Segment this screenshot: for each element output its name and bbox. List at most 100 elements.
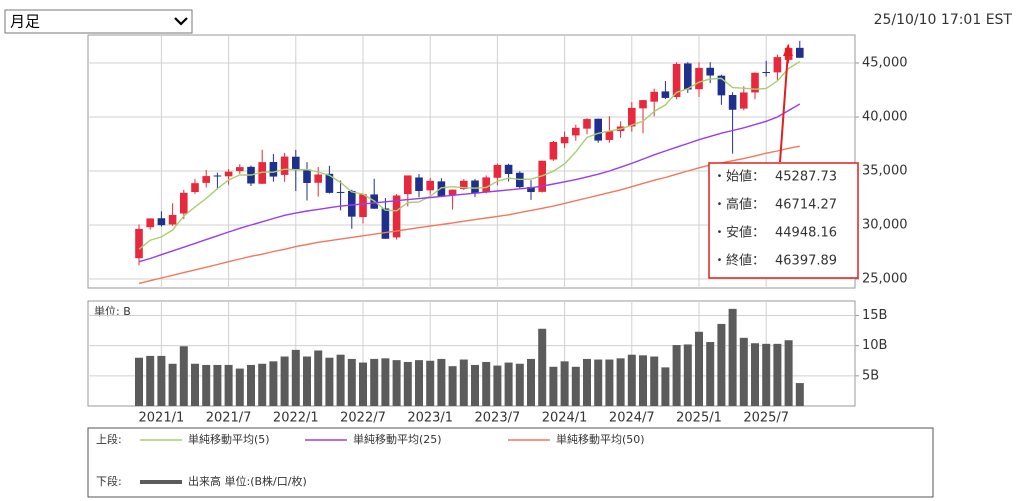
candle-body [527,187,535,193]
candle-body [168,214,177,225]
volume-bar [381,358,390,406]
candle-body [504,164,513,175]
y-tick-label: 5B [862,368,879,383]
y-tick-label: 30,000 [862,218,908,233]
volume-bar [146,355,155,406]
volume-bar [168,363,177,406]
select-chevron[interactable] [174,17,188,26]
y-tick-label: 40,000 [862,109,908,124]
volume-bar [639,355,647,406]
candle-body [135,228,143,259]
x-tick-label: 2022/1 [273,411,319,426]
candle-body [482,177,490,192]
candle-body [572,127,580,136]
candle-body [448,189,457,196]
candle-body [650,91,658,102]
volume-bar [538,328,547,406]
period-select[interactable]: 月足 [4,9,193,34]
tooltip-value: 44948.16 [775,226,837,241]
volume-bar [325,357,334,406]
candle-body [706,67,714,76]
volume-bar [179,346,188,406]
ma-line [138,103,801,263]
candle-body [583,119,591,129]
candle-body [180,192,188,214]
x-tick-label: 2021/1 [139,411,185,426]
volume-bar [202,364,211,406]
candle-body [224,171,233,177]
y-tick-label: 15B [862,308,887,323]
volume-bar [291,349,300,406]
candle-body [628,107,636,127]
volume-bar [359,362,367,406]
volume-bar [336,354,345,406]
tooltip-label: ・終値： [713,253,765,269]
volume-bar [549,366,558,406]
x-tick-label: 2024/7 [609,411,655,426]
candle-body [292,156,300,170]
candle-body [751,72,759,93]
volume-bar [773,343,782,406]
candle-body [404,175,412,195]
volume-bar [459,359,468,406]
volume-bar [583,358,591,406]
tooltip-value: 46397.89 [775,254,837,269]
volume-bar [403,361,412,406]
candle-body [594,118,602,141]
volume-bar [728,308,737,406]
volume-bar [515,363,524,406]
volume-bar [415,360,423,406]
volume-bar [437,358,446,406]
x-tick-label: 2025/7 [743,411,789,426]
legend-label: 単純移動平均(50) [556,432,645,446]
legend-label: 単純移動平均(25) [353,432,442,446]
volume-bar [672,345,681,406]
candle-body [605,131,614,140]
candle-body [773,57,782,73]
volume-bar [683,344,692,406]
candle-body [560,136,569,144]
candle-body [314,174,322,183]
candle-body [471,180,479,194]
tooltip: ・始値： 45287.73 ・高値： 46714.27 ・安値： 44948.16 ・終値：… [713,169,837,269]
volume-bar [661,367,670,406]
volume-bar [493,365,502,406]
volume-bar [717,323,726,406]
volume-bar [426,360,435,406]
tooltip-box [708,162,859,279]
candle-body [415,177,423,192]
candle-body [695,67,703,90]
select-text[interactable]: 月足 [10,13,40,31]
volume-bar [650,356,659,406]
candle-body [661,91,670,98]
volume-bar [370,358,379,406]
candle-body [191,183,199,193]
volume-bar [247,364,255,406]
volume-bar [560,361,569,406]
candle-body [348,190,356,217]
tooltip-arrow [779,51,789,163]
x-tick-label: 2023/7 [475,411,521,426]
volume-bar [347,358,356,406]
volume-bar [795,383,804,406]
candle-body [717,75,726,96]
volume-bar [527,358,535,406]
volume-bar [191,363,199,406]
x-tick-label: 2021/7 [206,411,252,426]
volume-bar [135,357,143,406]
legend-row-label: 下段: [96,474,122,488]
candle-body [392,195,401,238]
candle-body [236,167,244,172]
select-box[interactable] [4,9,193,34]
volume-bar [224,364,233,406]
candle-body [213,175,222,177]
x-tick-label: 2024/1 [542,411,588,426]
candle-body [549,141,558,160]
volume-bar [448,366,457,406]
candle-body [672,63,681,97]
legend-row-label: 上段: [96,432,122,446]
volume-bar [627,354,636,406]
ma-line [138,145,800,285]
volume-bar [157,355,166,406]
